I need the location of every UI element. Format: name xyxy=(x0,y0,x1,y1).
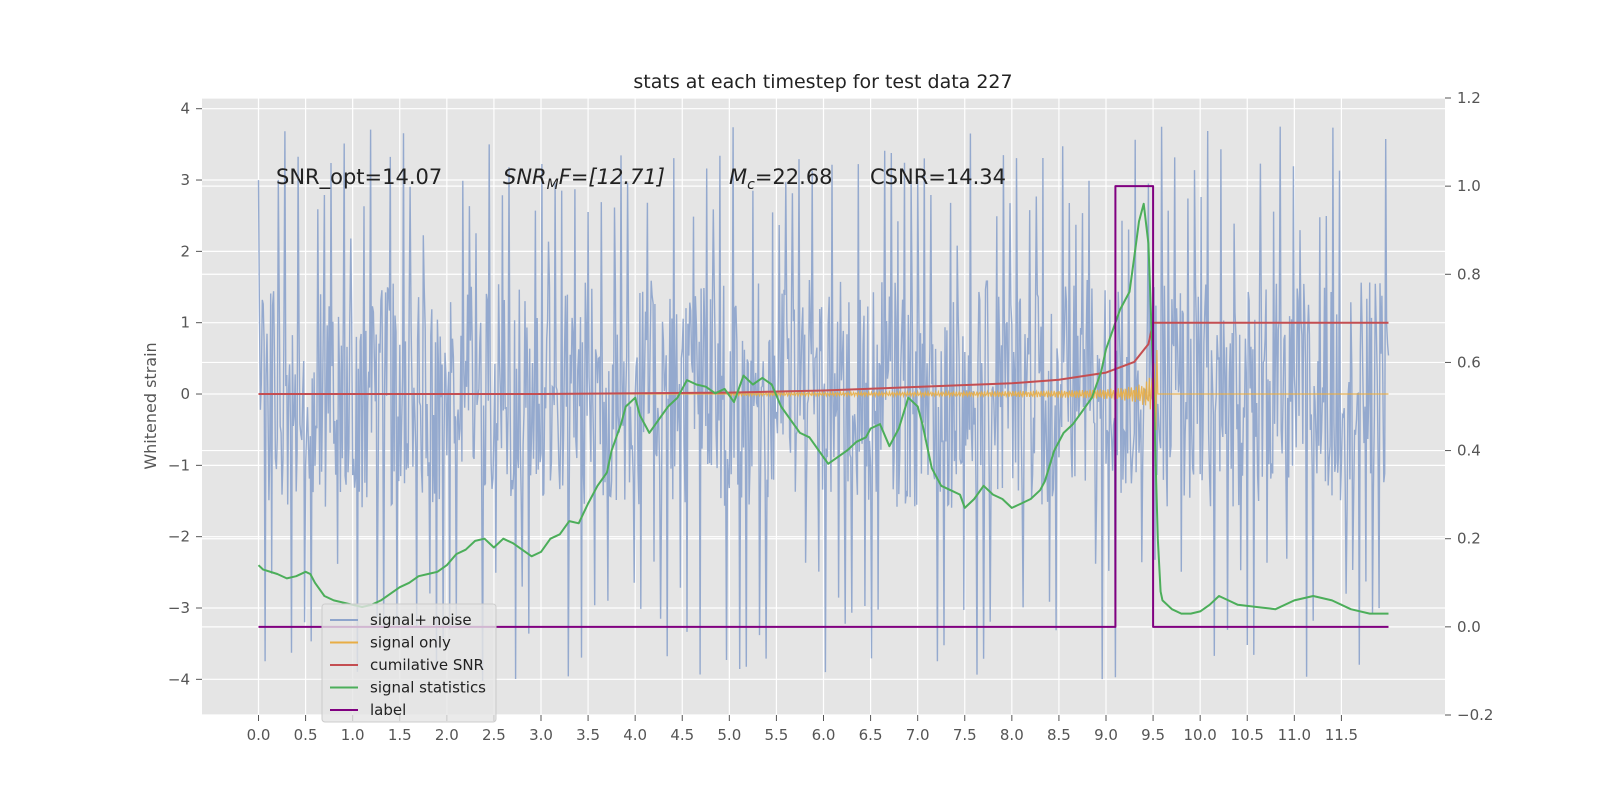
y-tick-label-left: 1 xyxy=(180,314,190,332)
annotation-mc: Mc=22.68 xyxy=(729,165,833,193)
y-tick-label-right: 0.4 xyxy=(1457,442,1481,460)
series-label xyxy=(258,185,1389,628)
x-tick-label: 3.5 xyxy=(576,726,600,744)
x-tick-label: 2.5 xyxy=(482,726,506,744)
x-tick-label: 11.0 xyxy=(1278,726,1311,744)
y-tick-label-right: 0.6 xyxy=(1457,353,1481,371)
y-tick-label-left: −1 xyxy=(168,456,190,474)
chart-title: stats at each timestep for test data 227 xyxy=(633,71,1012,93)
x-tick-label: 11.5 xyxy=(1325,726,1358,744)
y-tick-label-right: 0.0 xyxy=(1457,618,1481,636)
x-tick-label: 6.0 xyxy=(812,726,836,744)
x-tick-label: 9.0 xyxy=(1094,726,1118,744)
axis-layer: 0.0 0.5 1.0 1.5 2.0 2.5 3.0 3.5 4.0 4.5 5.0 5.5 6.0 6… xyxy=(168,89,1494,744)
y-tick-label-left: 2 xyxy=(180,242,190,260)
y-tick-label-left: 4 xyxy=(180,100,190,118)
series-signal-statistics xyxy=(257,202,1389,615)
legend-label: signal only xyxy=(370,634,451,652)
x-tick-label: 6.5 xyxy=(859,726,883,744)
y-tick-label-right: −0.2 xyxy=(1457,706,1493,724)
y-tick-label-right: 0.8 xyxy=(1457,265,1481,283)
x-tick-label: 0.5 xyxy=(294,726,318,744)
x-tick-label: 5.5 xyxy=(764,726,788,744)
y-tick-label-left: −4 xyxy=(168,670,190,688)
annotation-snr-mf-rest: F=[12.71] xyxy=(559,165,665,189)
series-cumulative-snr xyxy=(258,321,1389,395)
y-axis-label: Whitened strain xyxy=(141,342,160,469)
legend-label: label xyxy=(370,701,406,719)
x-tick-label: 9.5 xyxy=(1141,726,1165,744)
x-tick-label: 8.5 xyxy=(1047,726,1071,744)
legend-label: signal statistics xyxy=(370,679,486,697)
legend: signal+ noise signal only cumilative SNR si… xyxy=(321,603,497,723)
x-tick-label: 3.0 xyxy=(529,726,553,744)
y-tick-label-right: 1.0 xyxy=(1457,177,1481,195)
annotation-csnr: CSNR=14.34 xyxy=(870,165,1006,189)
annotation-mc-rest: =22.68 xyxy=(755,165,833,189)
legend-items: signal+ noise signal only cumilative SNR si… xyxy=(330,611,486,719)
x-tick-label: 10.5 xyxy=(1231,726,1264,744)
y-tick-label-left: 0 xyxy=(180,385,190,403)
legend-label: cumilative SNR xyxy=(370,656,484,674)
x-tick-label: 5.0 xyxy=(717,726,741,744)
annotation-snr-mf-name: SNR xyxy=(503,165,547,189)
y-tick-label-left: −3 xyxy=(168,599,190,617)
legend-label: signal+ noise xyxy=(370,611,472,629)
y-tick-label-right: 1.2 xyxy=(1457,89,1481,107)
annotation-snr-mf: SNRMF=[12.71] xyxy=(503,165,665,193)
annotation-mc-name: M xyxy=(729,165,747,189)
y-tick-label-left: 3 xyxy=(180,171,190,189)
data-layer xyxy=(257,126,1390,682)
legend-box xyxy=(321,603,497,723)
y-tick-label-left: −2 xyxy=(168,528,190,546)
x-tick-label: 1.0 xyxy=(341,726,365,744)
annotation-layer: SNR_opt=14.07 SNRMF=[12.71] Mc=22.68 CSN… xyxy=(276,165,1006,193)
x-tick-label: 8.0 xyxy=(1000,726,1024,744)
x-tick-label: 1.5 xyxy=(388,726,412,744)
x-tick-label: 4.0 xyxy=(623,726,647,744)
x-tick-label: 7.5 xyxy=(953,726,977,744)
x-tick-label: 7.0 xyxy=(906,726,930,744)
y-tick-label-right: 0.2 xyxy=(1457,530,1481,548)
annotation-snr-opt: SNR_opt=14.07 xyxy=(276,165,442,190)
annotation-mc-sub: c xyxy=(747,177,755,193)
annotation-snr-mf-sub: M xyxy=(547,177,559,193)
x-tick-label: 10.0 xyxy=(1183,726,1216,744)
x-tick-label: 4.5 xyxy=(670,726,694,744)
x-tick-label: 0.0 xyxy=(247,726,271,744)
x-tick-label: 2.0 xyxy=(435,726,459,744)
